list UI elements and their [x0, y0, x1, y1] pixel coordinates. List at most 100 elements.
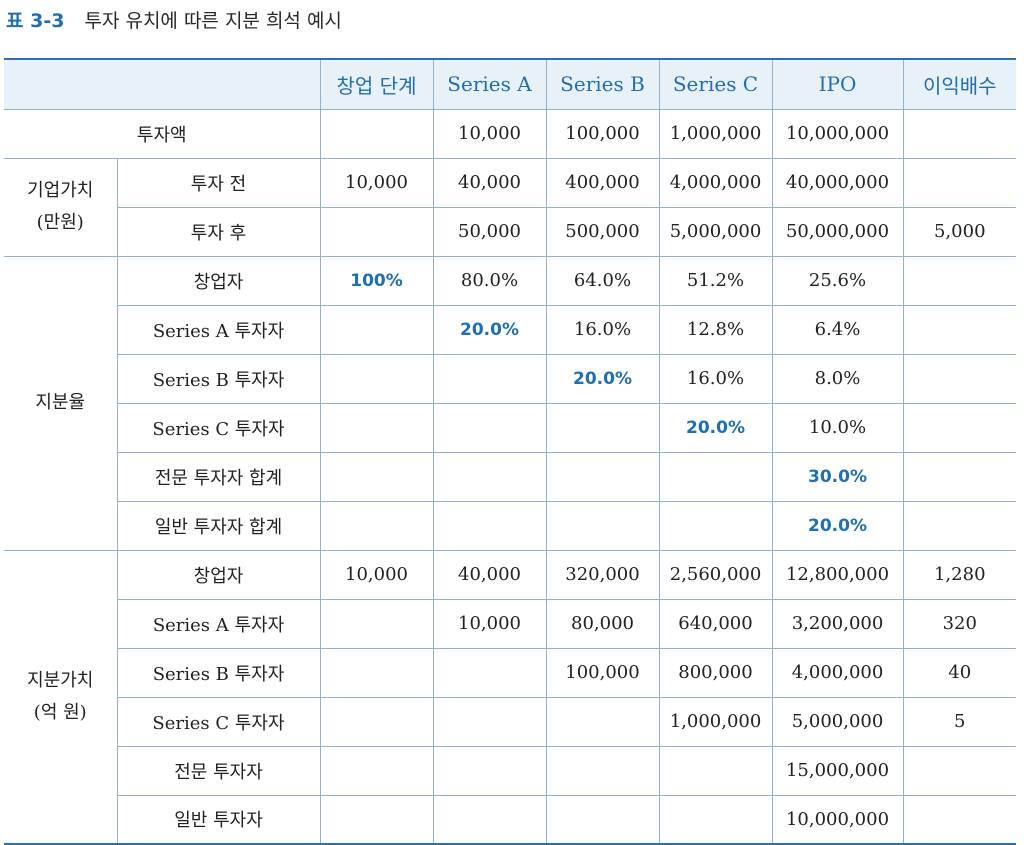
table-cell: 80.0% [432, 255, 547, 306]
table-cell: 50,000,000 [771, 206, 904, 257]
table-cell [545, 745, 660, 796]
table-cell: 10.0% [771, 402, 904, 453]
table-cell [902, 745, 1016, 796]
table-cell: 20.0% [771, 500, 904, 551]
row-label: 투자 후 [117, 206, 321, 257]
table-cell: 20.0% [432, 304, 547, 355]
table-number: 표 3-3 [6, 10, 65, 32]
table-cell [432, 794, 547, 845]
table-cell: 20.0% [658, 402, 773, 453]
table-cell [319, 647, 434, 698]
table-cell: 64.0% [545, 255, 660, 306]
group-label-line1: 지분가치 [27, 669, 94, 691]
table-cell [319, 304, 434, 355]
table-cell [432, 745, 547, 796]
table-row: 지분율 창업자 100% 80.0% 64.0% 51.2% 25.6% [4, 255, 1016, 551]
table-cell [432, 402, 547, 453]
table-cell: 25.6% [771, 255, 904, 306]
table-cell: 12.8% [658, 304, 773, 355]
row-label: 투자 전 [116, 157, 321, 208]
table-cell [902, 794, 1016, 845]
table-row: 전문 투자자 15,000,000 [4, 745, 1016, 796]
table-row: 일반 투자자 10,000,000 [4, 794, 1016, 845]
table-cell [902, 108, 1016, 159]
dilution-table: 창업 단계 Series A Series B Series C IPO 이익배… [4, 58, 1016, 845]
header-cell: 이익배수 [902, 58, 1016, 110]
group-label: 기업가치 (만원) [4, 157, 118, 257]
table-cell: 10,000 [319, 549, 434, 600]
table-cell: 5,000,000 [658, 206, 773, 257]
table-cell [545, 794, 660, 845]
table-cell [432, 353, 547, 404]
table-cell: 400,000 [545, 157, 660, 208]
table-cell: 4,000,000 [658, 157, 773, 208]
row-label: Series A 투자자 [117, 598, 321, 649]
table-cell [902, 402, 1016, 453]
table-cell [658, 451, 773, 502]
table-title: 투자 유치에 따른 지분 희석 예시 [84, 10, 342, 32]
table-row: Series A 투자자 10,000 80,000 640,000 3,200,000… [4, 598, 1016, 649]
table-cell: 40 [902, 647, 1016, 698]
table-cell [319, 745, 434, 796]
table-cell: 51.2% [658, 255, 773, 306]
table-cell [319, 794, 434, 845]
table-cell: 10,000 [432, 598, 547, 649]
table-caption: 표 3-3 투자 유치에 따른 지분 희석 예시 [6, 4, 342, 38]
table-cell: 15,000,000 [771, 745, 904, 796]
table-cell: 50,000 [432, 206, 547, 257]
table-cell [902, 451, 1016, 502]
table-cell [658, 745, 773, 796]
table-cell: 5 [902, 696, 1016, 747]
table-cell: 40,000 [432, 157, 547, 208]
table-cell: 100,000 [545, 647, 660, 698]
table-row: 기업가치 (만원) 투자 전 10,000 40,000 400,000 4,000,000… [4, 157, 1016, 257]
header-row: 창업 단계 Series A Series B Series C IPO 이익배… [4, 58, 1016, 110]
table-row: 투자액 10,000 100,000 1,000,000 10,000,000 [4, 108, 1016, 159]
table-cell [319, 353, 434, 404]
row-label: 투자액 [4, 108, 321, 159]
table-cell: 1,280 [902, 549, 1016, 600]
row-label: Series B 투자자 [117, 353, 321, 404]
table-cell: 40,000 [432, 549, 547, 600]
table-cell [658, 500, 773, 551]
table-cell [319, 108, 434, 159]
table-cell [902, 304, 1016, 355]
table-cell [319, 206, 434, 257]
table-cell: 30.0% [771, 451, 904, 502]
table-cell: 1,000,000 [658, 108, 773, 159]
header-cell: Series B [545, 58, 660, 110]
header-cell: 창업 단계 [319, 58, 434, 110]
table-cell: 500,000 [545, 206, 660, 257]
row-label: 전문 투자자 [117, 745, 321, 796]
table-cell [319, 598, 434, 649]
row-label: Series A 투자자 [117, 304, 321, 355]
header-cell: IPO [771, 58, 904, 110]
table-cell [902, 353, 1016, 404]
table-cell [432, 451, 547, 502]
table-cell: 80,000 [545, 598, 660, 649]
table-cell [319, 451, 434, 502]
group-label-line2: (억 원) [33, 701, 87, 723]
table-cell: 2,560,000 [658, 549, 773, 600]
table-cell: 5,000 [902, 206, 1016, 257]
table-cell [902, 500, 1016, 551]
table-row: 투자 후 50,000 500,000 5,000,000 50,000,000 5,00… [4, 206, 1016, 257]
table-cell: 40,000,000 [771, 157, 904, 208]
row-label: 일반 투자자 합계 [117, 500, 321, 551]
group-label: 지분율 [4, 255, 118, 551]
header-cell: Series C [658, 58, 773, 110]
table-cell: 16.0% [658, 353, 773, 404]
table-cell [319, 696, 434, 747]
table-cell [545, 696, 660, 747]
table-row: Series C 투자자 20.0% 10.0% [4, 402, 1016, 453]
table-row: Series A 투자자 20.0% 16.0% 12.8% 6.4% [4, 304, 1016, 355]
row-label: Series B 투자자 [117, 647, 321, 698]
table-row: Series B 투자자 20.0% 16.0% 8.0% [4, 353, 1016, 404]
table-cell [658, 794, 773, 845]
row-label: 창업자 [116, 255, 321, 306]
table-cell: 5,000,000 [771, 696, 904, 747]
table-cell: 3,200,000 [771, 598, 904, 649]
table-cell [545, 451, 660, 502]
table-cell: 10,000 [432, 108, 547, 159]
table-cell: 8.0% [771, 353, 904, 404]
